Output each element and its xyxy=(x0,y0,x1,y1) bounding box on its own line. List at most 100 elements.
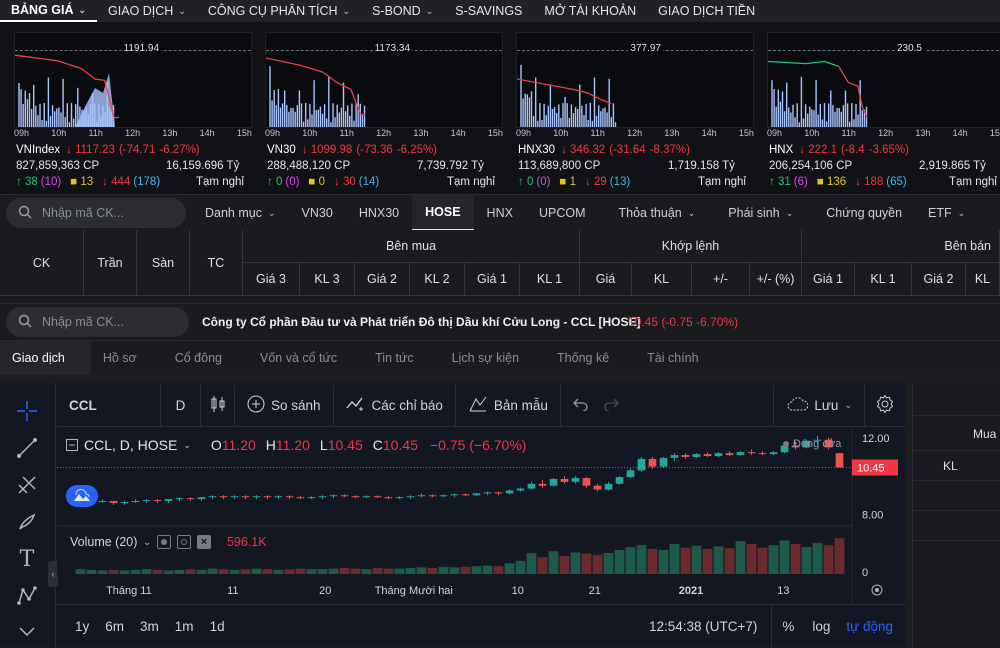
templates-button[interactable]: Bản mẫu xyxy=(456,384,561,427)
volume-bar xyxy=(372,568,383,574)
clock-readout[interactable]: 12:54:38 (UTC+7) xyxy=(635,604,773,648)
market-tab-9[interactable]: ETF ⌄ xyxy=(915,195,978,231)
nav-item-6[interactable]: GIAO DỊCH TIỀN xyxy=(647,0,766,22)
nav-item-1[interactable]: GIAO DỊCH ⌄ xyxy=(97,0,197,22)
interval-button[interactable]: D xyxy=(161,384,201,427)
col-3[interactable]: KL 2 xyxy=(410,263,465,296)
text-tool-icon[interactable]: T xyxy=(19,546,35,572)
crosshair-icon[interactable] xyxy=(14,398,40,424)
save-button[interactable]: Lưu ⌄ xyxy=(773,384,864,427)
market-tab-8[interactable]: Chứng quyền xyxy=(806,195,915,231)
collapse-toolbar-handle[interactable]: ‹ xyxy=(48,561,58,587)
market-tab-1[interactable]: VN30 xyxy=(289,195,346,231)
candle-type-button[interactable] xyxy=(201,384,235,427)
col-6[interactable]: Giá xyxy=(580,263,632,296)
auto-toggle[interactable]: tự động xyxy=(846,618,893,634)
nav-label: GIAO DỊCH TIỀN xyxy=(658,4,756,18)
index-panel-hnx30[interactable]: 377.97 09h 10h 11h 12h 13h 14h 15h HNX30 ↓ 346.32… xyxy=(508,22,754,194)
range-button-3m[interactable]: 3m xyxy=(140,618,159,634)
nav-item-5[interactable]: MỞ TÀI KHOẢN xyxy=(533,0,647,22)
market-tab-6[interactable]: Thỏa thuận ⌄ xyxy=(598,195,708,231)
market-tab-3[interactable]: HOSE xyxy=(412,195,474,231)
index-value: 1117.23 xyxy=(75,144,115,156)
detail-tab-4[interactable]: Tin tức xyxy=(375,350,414,365)
detail-tab-2[interactable]: Cổ đông xyxy=(174,350,222,365)
brush-icon[interactable] xyxy=(14,509,40,535)
indicators-button[interactable]: Các chỉ báo xyxy=(334,384,456,427)
candle-body xyxy=(736,452,745,456)
candle-body xyxy=(252,496,261,498)
stock-search-input[interactable]: Nhập mã CK... xyxy=(6,198,186,228)
nav-item-0[interactable]: BẢNG GIÁ ⌄ xyxy=(0,0,98,22)
detail-tab-0[interactable]: Giao dịch xyxy=(0,340,91,375)
range-button-6m[interactable]: 6m xyxy=(105,618,125,634)
col-10[interactable]: Giá 1 xyxy=(802,263,855,296)
index-panel-hnx[interactable]: 230.5 09h 10h 11h 12h 13h 14h 15h HNX ↓ 222.1(-8.… xyxy=(759,22,1000,194)
undo-icon[interactable] xyxy=(572,397,589,414)
col-7[interactable]: KL xyxy=(632,263,692,296)
candle-body xyxy=(307,497,316,499)
nav-item-4[interactable]: S-SAVINGS xyxy=(444,0,533,22)
range-button-1y[interactable]: 1y xyxy=(75,618,90,634)
volume-bar xyxy=(141,569,152,574)
company-search-input[interactable]: Nhập mã CK... xyxy=(6,307,189,337)
chevron-down-icon: ⌄ xyxy=(785,207,794,218)
price-chart[interactable]: 12.00 8.00 0 10.45 Tháng 11 11 20 Tháng Mười ha… xyxy=(57,428,905,604)
detail-tab-3[interactable]: Vốn và cổ tức xyxy=(259,350,338,365)
index-panel-vnindex[interactable]: 1191.94 09h 10h 11h 12h 13h 14h 15h VNIndex ↓ 111… xyxy=(6,22,252,194)
candle-body xyxy=(604,483,613,490)
settings-small-icon[interactable] xyxy=(176,535,191,549)
eye-icon[interactable] xyxy=(156,535,171,549)
detail-tab-6[interactable]: Thống kê xyxy=(557,350,610,365)
compare-button[interactable]: So sánh xyxy=(235,384,334,427)
range-button-1m[interactable]: 1m xyxy=(174,618,194,634)
col-11[interactable]: KL 1 xyxy=(855,263,912,296)
market-tab-7[interactable]: Phái sinh ⌄ xyxy=(708,195,806,231)
nav-item-2[interactable]: CÔNG CỤ PHÂN TÍCH ⌄ xyxy=(197,0,361,22)
col-tran[interactable]: Trần xyxy=(84,230,137,296)
symbol-field[interactable]: CCL xyxy=(57,384,161,427)
chevron-down-icon[interactable] xyxy=(14,619,40,645)
reference-value: 1191.94 xyxy=(121,43,161,54)
redo-icon[interactable] xyxy=(603,397,619,414)
col-san[interactable]: Sàn xyxy=(137,230,190,296)
mini-chart: 377.97 xyxy=(516,32,754,128)
col-tc[interactable]: TC xyxy=(190,230,243,296)
chevron-down-icon: ⌄ xyxy=(178,5,186,16)
col-1[interactable]: KL 3 xyxy=(300,263,355,296)
settings-button[interactable] xyxy=(864,384,905,427)
volume-label[interactable]: Volume (20) xyxy=(70,535,138,549)
market-tab-2[interactable]: HNX30 xyxy=(346,195,412,231)
market-tab-5[interactable]: UPCOM xyxy=(526,195,599,231)
hour-label: 13h xyxy=(413,128,429,138)
nav-item-3[interactable]: S-BOND ⌄ xyxy=(361,0,444,22)
col-2[interactable]: Giá 2 xyxy=(355,263,410,296)
pattern-icon[interactable] xyxy=(14,583,40,609)
trend-line-icon[interactable] xyxy=(14,435,40,461)
axis-settings-icon[interactable] xyxy=(871,584,883,596)
legend-symbol[interactable]: CCL, D, HOSE xyxy=(84,437,178,453)
col-8[interactable]: +/- xyxy=(692,263,750,296)
breadth-down: 29 xyxy=(593,176,607,188)
index-panel-vn30[interactable]: 1173.34 09h 10h 11h 12h 13h 14h 15h VN30 ↓ 1099.9… xyxy=(257,22,503,194)
detail-tab-5[interactable]: Lịch sự kiện xyxy=(451,350,520,365)
market-tab-0[interactable]: Danh mục ⌄ xyxy=(192,195,289,231)
range-button-1d[interactable]: 1d xyxy=(209,618,225,634)
pitchfork-icon[interactable] xyxy=(14,472,40,498)
close-icon[interactable]: × xyxy=(196,535,211,549)
col-12[interactable]: Giá 2 xyxy=(912,263,966,296)
index-value-traded: 2,919.865 Tỷ xyxy=(919,160,986,172)
detail-tab-1[interactable]: Hồ sơ xyxy=(102,350,137,365)
col-4[interactable]: Giá 1 xyxy=(465,263,520,296)
detail-tab-7[interactable]: Tài chính xyxy=(647,350,699,365)
col-9[interactable]: +/- (%) xyxy=(750,263,802,296)
col-13[interactable]: KL xyxy=(966,263,1000,296)
col-0[interactable]: Giá 3 xyxy=(243,263,300,296)
percent-toggle[interactable]: % xyxy=(782,618,795,634)
market-tab-4[interactable]: HNX xyxy=(474,195,526,231)
col-5[interactable]: KL 1 xyxy=(520,263,580,296)
col-ck[interactable]: CK xyxy=(0,230,84,296)
collapse-legend-icon[interactable] xyxy=(66,439,78,451)
log-toggle[interactable]: log xyxy=(812,618,831,634)
search-icon xyxy=(18,314,32,331)
